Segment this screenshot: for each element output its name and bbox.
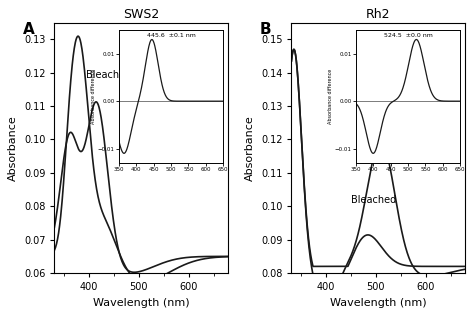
Text: B: B — [260, 22, 272, 38]
X-axis label: Wavelength (nm): Wavelength (nm) — [330, 298, 427, 308]
Title: Rh2: Rh2 — [366, 8, 391, 21]
Text: Dark: Dark — [382, 135, 405, 145]
Title: SWS2: SWS2 — [123, 8, 160, 21]
Y-axis label: Absorbance: Absorbance — [9, 115, 18, 181]
Text: Bleached: Bleached — [351, 195, 396, 205]
Y-axis label: Absorbance: Absorbance — [246, 115, 255, 181]
Text: Bleached: Bleached — [86, 70, 131, 80]
X-axis label: Wavelength (nm): Wavelength (nm) — [93, 298, 190, 308]
Text: Dark: Dark — [141, 140, 164, 150]
Text: A: A — [23, 22, 35, 38]
